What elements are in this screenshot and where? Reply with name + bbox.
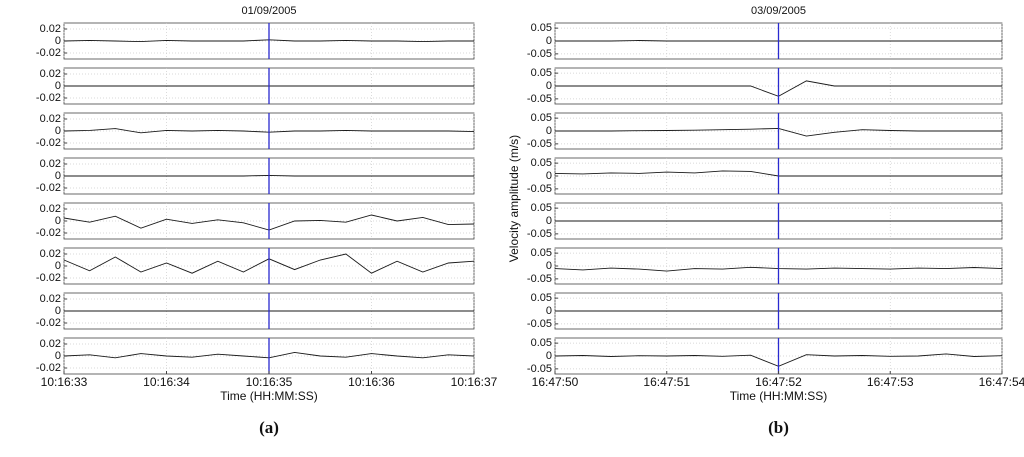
y-tick-label: 0 [55, 215, 61, 227]
x-tick-label: 16:47:53 [867, 375, 914, 389]
y-tick-label: 0 [546, 305, 552, 317]
y-tick-label: 0 [55, 125, 61, 137]
y-tick-label: 0.05 [531, 22, 552, 34]
y-tick-label: -0.05 [527, 363, 552, 375]
y-tick-label: 0.05 [531, 157, 552, 169]
y-tick-label: 0.05 [531, 112, 552, 124]
y-tick-label: -0.05 [527, 273, 552, 285]
x-tick-label: 10:16:36 [348, 375, 395, 389]
y-tick-label: 0.02 [40, 23, 61, 35]
panel-label: (b) [768, 418, 789, 437]
y-tick-label: 0.05 [531, 202, 552, 214]
y-tick-label: -0.02 [36, 317, 61, 329]
x-axis-label: Time (HH:MM:SS) [730, 389, 828, 403]
y-tick-label: 0.02 [40, 248, 61, 260]
y-tick-label: 0 [55, 260, 61, 272]
x-tick-label: 10:16:35 [246, 375, 293, 389]
x-tick-label: 10:16:37 [451, 375, 498, 389]
x-tick-label: 10:16:33 [41, 375, 88, 389]
y-tick-label: 0.02 [40, 203, 61, 215]
y-tick-label: -0.02 [36, 137, 61, 149]
x-axis-label: Time (HH:MM:SS) [220, 389, 318, 403]
y-tick-label: 0 [55, 35, 61, 47]
y-tick-label: 0 [546, 350, 552, 362]
y-tick-label: 0 [546, 170, 552, 182]
y-tick-label: -0.05 [527, 138, 552, 150]
y-tick-label: 0 [546, 35, 552, 47]
y-tick-label: -0.02 [36, 362, 61, 374]
y-tick-label: 0.02 [40, 293, 61, 305]
y-tick-label: 0 [546, 125, 552, 137]
panel-label: (a) [259, 418, 279, 437]
chart-title: 03/09/2005 [751, 5, 806, 17]
chart-title: 01/09/2005 [241, 5, 296, 17]
y-tick-label: -0.02 [36, 272, 61, 284]
y-tick-label: 0.02 [40, 338, 61, 350]
y-tick-label: 0.02 [40, 68, 61, 80]
y-tick-label: 0.05 [531, 337, 552, 349]
y-tick-label: -0.02 [36, 227, 61, 239]
x-tick-label: 16:47:50 [532, 375, 579, 389]
y-tick-label: 0.05 [531, 292, 552, 304]
y-tick-label: -0.05 [527, 318, 552, 330]
y-tick-label: 0 [55, 170, 61, 182]
y-tick-label: 0.02 [40, 113, 61, 125]
y-tick-label: -0.02 [36, 92, 61, 104]
y-tick-label: -0.05 [527, 93, 552, 105]
y-tick-label: 0.05 [531, 67, 552, 79]
y-axis-label: Velocity amplitude (m/s) [507, 135, 521, 262]
y-tick-label: 0 [55, 80, 61, 92]
y-tick-label: -0.05 [527, 183, 552, 195]
y-tick-label: 0.05 [531, 247, 552, 259]
y-tick-label: -0.05 [527, 48, 552, 60]
y-tick-label: -0.05 [527, 228, 552, 240]
y-tick-label: -0.02 [36, 182, 61, 194]
y-tick-label: -0.02 [36, 47, 61, 59]
y-tick-label: 0 [546, 215, 552, 227]
y-tick-label: 0.02 [40, 158, 61, 170]
x-tick-label: 10:16:34 [143, 375, 190, 389]
y-tick-label: 0 [55, 350, 61, 362]
x-tick-label: 16:47:51 [643, 375, 690, 389]
y-tick-label: 0 [546, 260, 552, 272]
x-tick-label: 16:47:54 [979, 375, 1024, 389]
y-tick-label: 0 [546, 80, 552, 92]
y-tick-label: 0 [55, 305, 61, 317]
x-tick-label: 16:47:52 [755, 375, 802, 389]
